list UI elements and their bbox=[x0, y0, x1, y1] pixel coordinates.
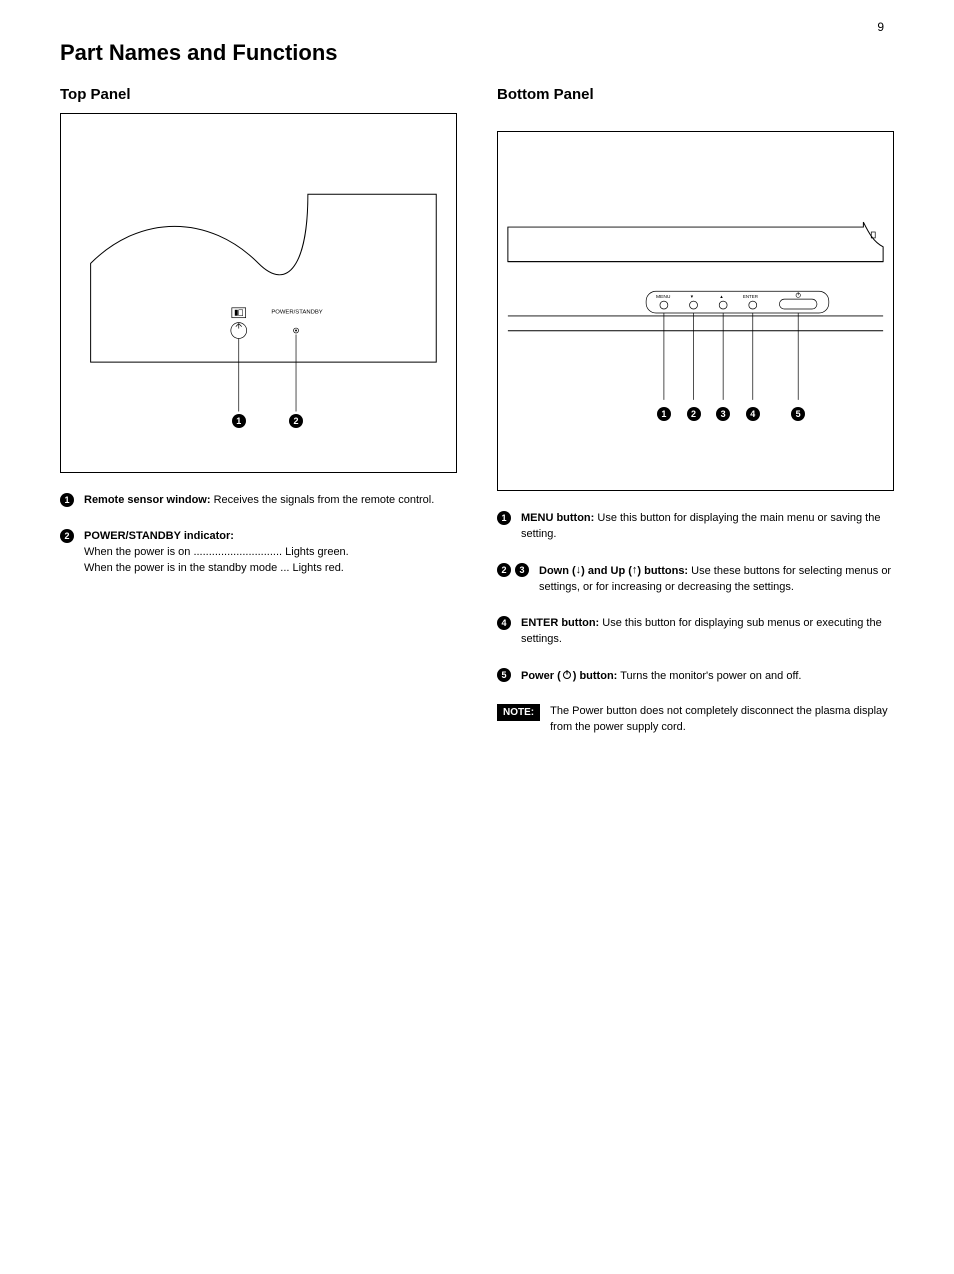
two-column-layout: Top Panel POWER/STANDBY bbox=[60, 86, 894, 736]
figure-callout-2: 2 bbox=[687, 407, 701, 421]
callout-num: 2 bbox=[497, 563, 511, 577]
callout-label-part2: ) button: bbox=[573, 670, 618, 682]
note: NOTE: The Power button does not complete… bbox=[497, 704, 894, 736]
left-callouts: 1 Remote sensor window: Receives the sig… bbox=[60, 493, 457, 577]
callout-power-button: 5 Power ( ) button: Turns the monitor's p… bbox=[497, 668, 894, 685]
svg-text:▴: ▴ bbox=[720, 295, 723, 300]
bottom-panel-figure: MENU ENTER ▾ ▴ 1 2 3 bbox=[497, 131, 894, 491]
left-column: Top Panel POWER/STANDBY bbox=[60, 86, 457, 736]
callout-label-part3: ) buttons: bbox=[637, 565, 688, 577]
svg-text:MENU: MENU bbox=[656, 294, 671, 300]
note-badge: NOTE: bbox=[497, 704, 540, 721]
callout-num: 4 bbox=[497, 616, 511, 630]
note-text: The Power button does not completely dis… bbox=[550, 704, 894, 736]
top-panel-figure: POWER/STANDBY 1 2 bbox=[60, 113, 457, 473]
page-number: 9 bbox=[877, 20, 884, 34]
callout-num: 5 bbox=[497, 668, 511, 682]
power-standby-label: POWER/STANDBY bbox=[271, 310, 322, 316]
figure-callout-2: 2 bbox=[289, 414, 303, 428]
callout-text: Turns the monitor's power on and off. bbox=[620, 670, 801, 682]
manual-page: 9 Part Names and Functions Top Panel bbox=[0, 0, 954, 796]
callout-down-up-buttons: 2 3 Down (↓) and Up (↑) buttons: Use the… bbox=[497, 563, 894, 596]
callout-text: When the power is on ...................… bbox=[84, 545, 349, 577]
callout-label-part1: Power ( bbox=[521, 670, 561, 682]
top-panel-illustration: POWER/STANDBY bbox=[61, 114, 456, 472]
callout-remote-sensor: 1 Remote sensor window: Receives the sig… bbox=[60, 493, 457, 509]
svg-text:ENTER: ENTER bbox=[743, 294, 758, 299]
callout-enter-button: 4 ENTER button: Use this button for disp… bbox=[497, 616, 894, 648]
figure-callout-4: 4 bbox=[746, 407, 760, 421]
right-section-title: Bottom Panel bbox=[497, 86, 894, 103]
left-section-title: Top Panel bbox=[60, 86, 457, 103]
bottom-panel-illustration: MENU ENTER ▾ ▴ bbox=[498, 132, 893, 490]
callout-power-standby-indicator: 2 POWER/STANDBY indicator: When the powe… bbox=[60, 529, 457, 577]
callout-label: ENTER button: bbox=[521, 617, 599, 629]
callout-menu-button: 1 MENU button: Use this button for displ… bbox=[497, 511, 894, 543]
callout-label-part1: Down ( bbox=[539, 565, 576, 577]
callout-num: 2 bbox=[60, 529, 74, 543]
power-icon bbox=[561, 668, 573, 680]
callout-label-part2: ) and Up ( bbox=[581, 565, 632, 577]
callout-num: 1 bbox=[60, 493, 74, 507]
right-column: Bottom Panel bbox=[497, 86, 894, 736]
callout-num: 1 bbox=[497, 511, 511, 525]
callout-label: Remote sensor window: bbox=[84, 494, 211, 506]
right-callouts: 1 MENU button: Use this button for displ… bbox=[497, 511, 894, 684]
figure-callout-1: 1 bbox=[657, 407, 671, 421]
callout-label: MENU button: bbox=[521, 512, 594, 524]
page-title: Part Names and Functions bbox=[60, 40, 894, 66]
callout-text: Receives the signals from the remote con… bbox=[214, 494, 435, 506]
figure-callout-1: 1 bbox=[232, 414, 246, 428]
callout-num: 3 bbox=[515, 563, 529, 577]
svg-text:▾: ▾ bbox=[691, 295, 694, 300]
callout-label: POWER/STANDBY indicator: bbox=[84, 530, 234, 542]
